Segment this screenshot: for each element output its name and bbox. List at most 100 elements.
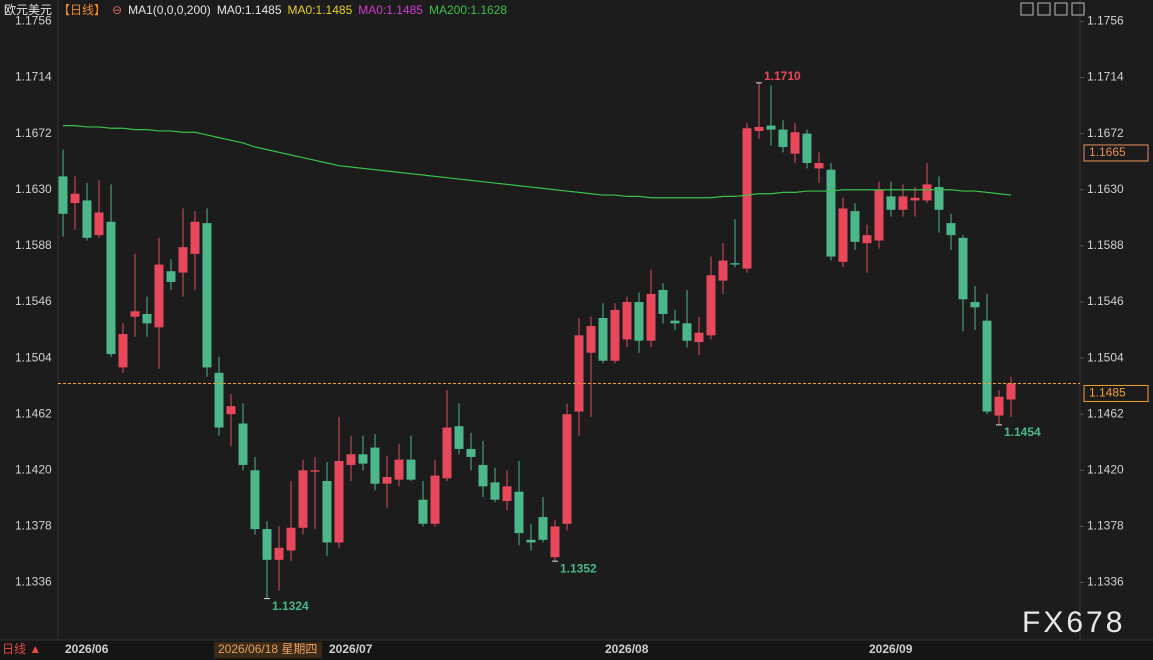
candle-body [526, 539, 536, 543]
candle-body [142, 313, 152, 324]
extreme-label: 1.1352 [560, 561, 597, 575]
candle-body [802, 133, 812, 164]
candle-body [514, 491, 524, 534]
candle-body [754, 126, 764, 131]
candle-body [310, 470, 320, 472]
candle-body [1006, 383, 1016, 400]
candle-body [814, 163, 824, 169]
candle-body [346, 454, 356, 465]
candle-body [466, 448, 476, 457]
candle-body [226, 406, 236, 415]
candle-body [58, 176, 68, 214]
x-tick-label: 2026/07 [329, 642, 373, 656]
extreme-label: 1.1324 [272, 599, 309, 613]
x-tick-label: 2026/08 [605, 642, 649, 656]
icon-close[interactable] [1071, 2, 1085, 16]
candle-body [970, 301, 980, 308]
candle-body [82, 200, 92, 238]
candle-body [850, 211, 860, 242]
candle-body [874, 189, 884, 241]
candle-body [646, 293, 656, 341]
candle-body [322, 481, 332, 543]
candle-body [574, 335, 584, 412]
candle-body [130, 311, 140, 317]
candle-body [238, 423, 248, 465]
candle-body [742, 128, 752, 269]
period-button[interactable]: 日线 ▲ [2, 642, 41, 656]
x-tick-label: 2026/06 [65, 642, 109, 656]
crosshair-date-box [214, 642, 322, 658]
y-tick-label-right: 1.1756 [1087, 14, 1124, 28]
candle-body [442, 427, 452, 479]
icon-zoom[interactable] [1037, 2, 1051, 16]
y-tick-label-right: 1.1462 [1087, 406, 1124, 420]
price-box-label: 1.1485 [1089, 386, 1126, 400]
candle-body [454, 426, 464, 449]
candle-body [718, 260, 728, 281]
candle-body [94, 212, 104, 236]
candle-body [622, 301, 632, 340]
candle-body [670, 320, 680, 324]
candle-body [766, 125, 776, 130]
candle-body [154, 264, 164, 328]
y-tick-label-left: 1.1756 [15, 14, 52, 28]
candle-body [550, 526, 560, 558]
candle-body [682, 323, 692, 341]
candle-body [166, 271, 176, 282]
candle-body [370, 447, 380, 484]
candle-body [274, 547, 284, 560]
y-tick-label-right: 1.1504 [1087, 350, 1124, 364]
candle-body [826, 169, 836, 257]
y-tick-label-right: 1.1714 [1087, 70, 1124, 84]
candle-body [490, 482, 500, 500]
ma-readout: MA0:1.1485 [216, 3, 282, 17]
bottom-bar [0, 640, 1153, 660]
header: 欧元美元 【日线】 ⊖ MA1(0,0,0,200) MA0:1.1485 MA0… [4, 2, 507, 18]
candle-body [610, 309, 620, 361]
period-label[interactable]: 【日线】 [58, 3, 107, 17]
candle-body [334, 460, 344, 543]
candle-body [298, 470, 308, 528]
candle-body [838, 208, 848, 262]
candle-body [478, 464, 488, 487]
y-tick-label-left: 1.1714 [15, 70, 52, 84]
indicator-name[interactable]: MA1(0,0,0,200) [128, 3, 211, 17]
toolbar-icons[interactable] [1020, 2, 1085, 16]
y-tick-label-left: 1.1378 [15, 519, 52, 533]
candle-body [394, 459, 404, 480]
y-tick-label-left: 1.1672 [15, 126, 52, 140]
candle-body [898, 196, 908, 210]
candle-body [106, 221, 116, 355]
candle-body [862, 235, 872, 244]
ma-line [63, 124, 1012, 199]
candle-body [214, 372, 224, 428]
indicator-toggle[interactable]: ⊖ [112, 3, 123, 17]
candle-body [262, 529, 272, 560]
candle-body [982, 320, 992, 412]
extreme-label: 1.1710 [764, 69, 801, 83]
y-tick-label-left: 1.1336 [15, 575, 52, 589]
ma-readout: MA0:1.1485 [358, 3, 423, 17]
candle-body [118, 334, 128, 368]
price-box [1083, 384, 1149, 402]
candle-body [730, 263, 740, 265]
y-tick-label-right: 1.1336 [1087, 575, 1124, 589]
extreme-label: 1.1454 [1004, 425, 1041, 439]
y-tick-label-left: 1.1630 [15, 182, 52, 196]
candle-body [886, 196, 896, 210]
icon-list[interactable] [1054, 2, 1068, 16]
legend-entry: MA200:1.1628 [428, 3, 508, 17]
candle-body [958, 237, 968, 300]
candle-body [382, 476, 392, 484]
icon-crosshair[interactable] [1020, 2, 1034, 16]
candle-body [778, 129, 788, 147]
candle-body [178, 247, 188, 273]
y-tick-label-right: 1.1630 [1087, 182, 1124, 196]
y-tick-label-right: 1.1546 [1087, 294, 1124, 308]
candle-body [994, 396, 1004, 416]
x-tick-label: 2026/09 [869, 642, 913, 656]
y-tick-label-right: 1.1420 [1087, 462, 1124, 476]
symbol-title: 欧元美元 [4, 3, 53, 17]
candle-body [202, 223, 212, 368]
